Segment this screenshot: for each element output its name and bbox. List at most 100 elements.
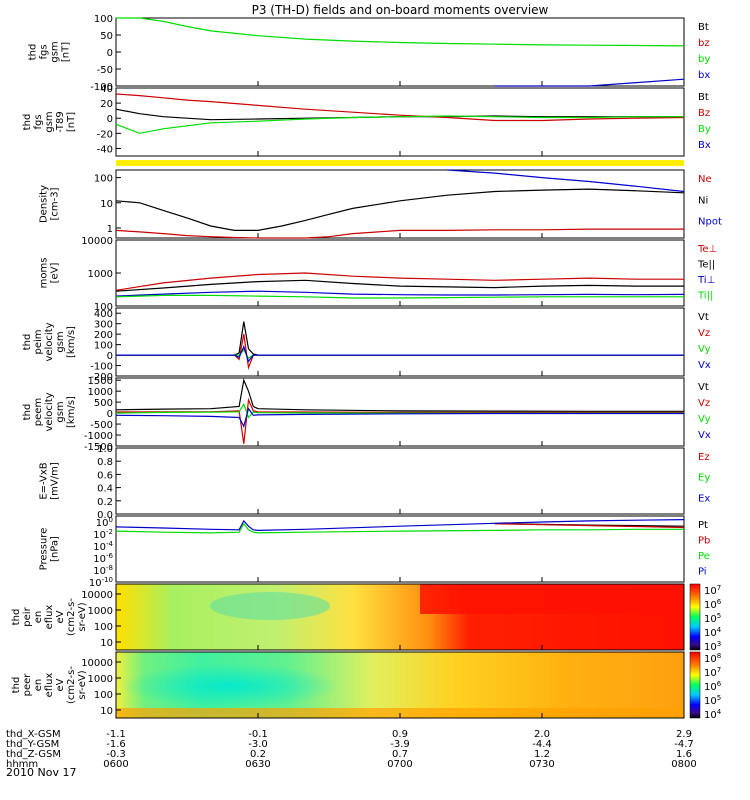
orbit-row-value: 2.0 — [534, 729, 550, 740]
series-line-Vt — [115, 378, 684, 412]
y-tick-label: 0 — [107, 351, 113, 362]
panel-6: thd peem velocity gsm [km/s] 150010005000-500… — [22, 376, 711, 453]
y-tick-label: -50 — [97, 65, 113, 76]
panel-10: thd peer en eflux eV (cm2-s-sr-eV)10810710610… — [11, 651, 722, 721]
y-tick-label: 500 — [94, 398, 113, 409]
panel-5-ylabel: velocity — [44, 322, 55, 361]
orbit-row-value: 0700 — [387, 759, 412, 770]
panel-9-ylabel: eflux — [44, 605, 55, 630]
panel-6-ylabel: peem — [33, 398, 44, 426]
panel-frame — [115, 17, 685, 87]
colorbar-tick-label: 104 — [704, 626, 722, 639]
orbit-row-value: 0730 — [529, 759, 554, 770]
y-tick-label: 1 — [107, 224, 113, 235]
legend-entry: Ti|| — [697, 291, 713, 302]
y-tick-label: 0.4 — [97, 484, 113, 495]
y-tick-label: 0.0 — [97, 510, 113, 521]
y-tick-label: 10000 — [81, 236, 113, 247]
panel-1-ylabel: gsm — [50, 41, 61, 62]
legend-entry: by — [698, 54, 710, 65]
panel-2-ylabel: thd — [22, 114, 33, 131]
y-tick-label: 0.8 — [97, 457, 113, 468]
colorbar-tick-label: 103 — [704, 640, 721, 653]
colorbar-tick-label: 105 — [704, 694, 721, 707]
y-tick-label: 10-2 — [93, 528, 113, 541]
y-tick-label: 10 — [100, 706, 113, 717]
colorbar-tick-label: 104 — [704, 708, 722, 721]
series-line-Vt — [116, 321, 684, 356]
legend-entry: Vy — [698, 344, 711, 355]
y-tick-label: 20 — [100, 99, 113, 110]
panel-10-ylabel: eV — [55, 678, 66, 691]
legend-entry: Pt — [698, 520, 708, 531]
y-tick-label: 1000 — [88, 674, 113, 685]
panel-7-ylabel: [mV/m] — [50, 462, 61, 500]
legend-entry: Bt — [698, 22, 709, 33]
y-tick-label: 100 — [94, 341, 113, 352]
y-tick-label: 1500 — [88, 376, 113, 387]
series-line-Vz — [116, 334, 684, 370]
orbit-row-value: 0.7 — [392, 749, 408, 760]
panel-frame — [115, 307, 685, 377]
panel-6-ylabel: [km/s] — [66, 396, 77, 428]
series-line-bx — [494, 78, 685, 87]
panel-5-ylabel: thd — [22, 334, 33, 351]
panel-1-ylabel: fgs — [39, 44, 50, 59]
orbit-row-value: -3.9 — [390, 739, 410, 750]
panel-5-ylabel: gsm — [55, 331, 66, 352]
panel-3: Density [cm-3] 100 10 1 Ne Ni Npot — [39, 169, 722, 239]
orbit-row-value: -4.7 — [674, 739, 694, 750]
panel-9-ylabel: thd — [11, 609, 22, 626]
y-tick-label: 200 — [94, 330, 113, 341]
series-line-Vx — [116, 345, 684, 363]
legend-entry: Vx — [698, 360, 711, 371]
series-line-Bt — [115, 108, 684, 121]
orbit-row-value: -1.1 — [106, 729, 126, 740]
y-tick-label: 10 — [100, 199, 113, 210]
orbit-row-value: -0.3 — [106, 749, 126, 760]
y-tick-label: -20 — [97, 129, 113, 140]
panel-5: thd peim velocity gsm [km/s] 4003002001000-10… — [22, 307, 711, 383]
y-tick-label: 100 — [96, 516, 113, 529]
panel-8-ylabel: [nPa] — [50, 536, 61, 562]
orbit-row-value: -4.4 — [532, 739, 552, 750]
colorbar — [689, 651, 701, 719]
legend-entry: Bz — [698, 108, 710, 119]
y-tick-label: 400 — [94, 309, 113, 320]
panel-7: E=-VxB [mV/m] 1.0 0.8 0.6 0.4 0.2 0.0 Ez Ey Ex — [39, 444, 711, 521]
y-tick-label: 1000 — [88, 606, 113, 617]
legend-entry: Pi — [698, 567, 707, 578]
series-line-Ne — [115, 228, 684, 239]
panel-2-ylabel: fgs — [33, 114, 44, 129]
panel-1-ylabel: thd — [28, 44, 39, 61]
orbit-row-value: 0.9 — [392, 729, 408, 740]
y-tick-label: 40 — [100, 84, 113, 95]
y-tick-label: 10000 — [81, 658, 113, 669]
orbit-row-label: hhmm — [6, 759, 38, 770]
spectrogram-feature — [120, 664, 340, 708]
panel-4: moms [eV] 10000 1000 100 Te⊥ Te|| Ti⊥ Ti|| — [39, 236, 718, 313]
y-tick-label: -200 — [90, 372, 113, 383]
panel-9-ylabel: eV — [55, 610, 66, 623]
panel-frame — [115, 447, 685, 515]
orbit-row-label: thd_Y-GSM — [6, 739, 59, 750]
y-tick-label: 100 — [94, 622, 113, 633]
fgs-quality-bar — [116, 160, 684, 166]
legend-entry: Npot — [698, 217, 722, 228]
series-line-Vz — [115, 397, 684, 444]
legend-entry: Bx — [698, 140, 711, 151]
panel-1: thd fgs gsm [nT] 100 50 0 -50 -100 Bt bz by bx — [28, 14, 711, 93]
panel-3-ylabel: Density — [39, 185, 50, 223]
panel-9-ylabel: (cm2-s- — [66, 598, 77, 636]
orbit-row-value: 0800 — [671, 759, 696, 770]
orbit-row-value: 0630 — [245, 759, 270, 770]
y-tick-label: -1500 — [84, 442, 113, 453]
colorbar-tick-label: 105 — [704, 612, 721, 625]
y-tick-label: 0 — [107, 48, 113, 59]
y-tick-label: 1000 — [88, 387, 113, 398]
y-tick-label: 0.2 — [97, 497, 113, 508]
series-line-Pi — [115, 519, 685, 532]
